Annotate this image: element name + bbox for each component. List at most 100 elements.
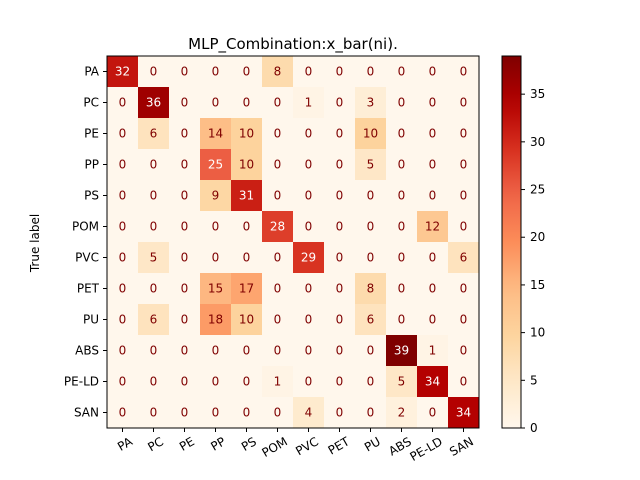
heatmap-cell — [262, 211, 294, 243]
heatmap-cell — [231, 335, 263, 367]
cell-value-label: 4 — [305, 406, 313, 420]
cell-value-label: 0 — [429, 406, 437, 420]
heatmap-cell — [355, 366, 387, 398]
heatmap-cell — [107, 87, 139, 119]
cell-value-label: 0 — [119, 406, 127, 420]
heatmap-cell — [200, 118, 232, 150]
cell-value-label: 0 — [274, 189, 282, 203]
heatmap-cell — [386, 118, 418, 150]
cell-value-label: 0 — [460, 282, 468, 296]
x-tick-label: PE — [177, 434, 197, 454]
heatmap-cell — [200, 273, 232, 305]
cell-value-label: 0 — [119, 282, 127, 296]
cell-value-label: 0 — [119, 189, 127, 203]
cell-value-label: 0 — [181, 344, 189, 358]
heatmap-cell — [107, 56, 139, 88]
cell-value-label: 0 — [212, 96, 220, 110]
heatmap-cell — [200, 87, 232, 119]
heatmap-cell — [138, 366, 170, 398]
cell-value-label: 0 — [398, 158, 406, 172]
cell-value-label: 0 — [274, 96, 282, 110]
heatmap-cell — [200, 304, 232, 336]
cell-value-label: 0 — [429, 282, 437, 296]
heatmap-cell — [200, 149, 232, 181]
heatmap-cell — [169, 180, 201, 212]
cell-value-label: 15 — [208, 282, 223, 296]
heatmap-cell — [138, 273, 170, 305]
cell-value-label: 8 — [367, 282, 375, 296]
heatmap-cell — [293, 304, 325, 336]
cell-value-label: 18 — [208, 313, 223, 327]
heatmap-cell — [293, 211, 325, 243]
heatmap-cell — [200, 335, 232, 367]
cell-value-label: 0 — [119, 96, 127, 110]
heatmap-cell — [355, 304, 387, 336]
cell-value-label: 0 — [119, 127, 127, 141]
y-axis-ticks: PA PC PE PP PS POM PVC PET PU ABS PE-LD SAN — [64, 65, 107, 420]
cell-value-label: 10 — [239, 313, 254, 327]
y-tick-label: PE — [84, 127, 99, 141]
heatmap-cell — [231, 397, 263, 429]
y-tick-label: SAN — [74, 406, 99, 420]
heatmap-cell — [386, 87, 418, 119]
cell-value-label: 0 — [460, 313, 468, 327]
colorbar-tick-label: 35 — [530, 87, 545, 101]
heatmap-cell — [231, 149, 263, 181]
heatmap-cell — [107, 273, 139, 305]
cell-value-label: 0 — [181, 65, 189, 79]
cell-value-label: 0 — [181, 375, 189, 389]
cell-value-label: 0 — [429, 313, 437, 327]
heatmap-cell — [386, 397, 418, 429]
cell-value-label: 0 — [150, 65, 158, 79]
heatmap-cell — [355, 242, 387, 274]
heatmap-cell — [448, 149, 480, 181]
cell-value-label: 25 — [208, 158, 223, 172]
cell-value-label: 9 — [212, 189, 220, 203]
heatmap-cell — [262, 56, 294, 88]
cell-value-label: 0 — [336, 375, 344, 389]
heatmap-cell — [169, 304, 201, 336]
cell-value-label: 0 — [243, 251, 251, 265]
heatmap-cell — [448, 273, 480, 305]
cell-value-label: 1 — [274, 375, 282, 389]
heatmap-cell — [355, 273, 387, 305]
heatmap-cell — [355, 180, 387, 212]
heatmap-cell — [417, 304, 449, 336]
cell-value-label: 0 — [336, 127, 344, 141]
heatmap-cell — [107, 366, 139, 398]
cell-value-label: 10 — [239, 158, 254, 172]
heatmap-cell — [138, 304, 170, 336]
heatmap-cell — [417, 273, 449, 305]
colorbar-tick-label: 30 — [530, 135, 545, 149]
cell-value-label: 32 — [115, 65, 130, 79]
cell-value-label: 0 — [150, 282, 158, 296]
cell-value-label: 0 — [429, 158, 437, 172]
cell-value-label: 6 — [367, 313, 375, 327]
cell-value-label: 0 — [305, 220, 313, 234]
cell-value-label: 0 — [429, 251, 437, 265]
cell-value-label: 0 — [336, 189, 344, 203]
heatmap-cell — [417, 366, 449, 398]
heatmap-cell — [169, 242, 201, 274]
cell-value-label: 0 — [305, 158, 313, 172]
cell-value-label: 6 — [150, 313, 158, 327]
heatmap-cell — [324, 180, 356, 212]
heatmap-cell — [138, 149, 170, 181]
cell-value-label: 0 — [274, 344, 282, 358]
cell-value-label: 1 — [429, 344, 437, 358]
x-tick-label: PU — [362, 434, 383, 454]
cell-value-label: 0 — [398, 251, 406, 265]
heatmap-cell — [231, 366, 263, 398]
heatmap-cell — [138, 87, 170, 119]
cell-value-label: 12 — [425, 220, 440, 234]
cell-value-label: 0 — [212, 344, 220, 358]
heatmap-cell — [448, 180, 480, 212]
cell-value-label: 0 — [398, 282, 406, 296]
cell-value-label: 0 — [181, 220, 189, 234]
y-tick-label: PVC — [75, 251, 99, 265]
heatmap-cell — [262, 180, 294, 212]
heatmap-cell — [448, 335, 480, 367]
heatmap-cell — [355, 56, 387, 88]
heatmap-cell — [386, 335, 418, 367]
cell-value-label: 0 — [367, 220, 375, 234]
